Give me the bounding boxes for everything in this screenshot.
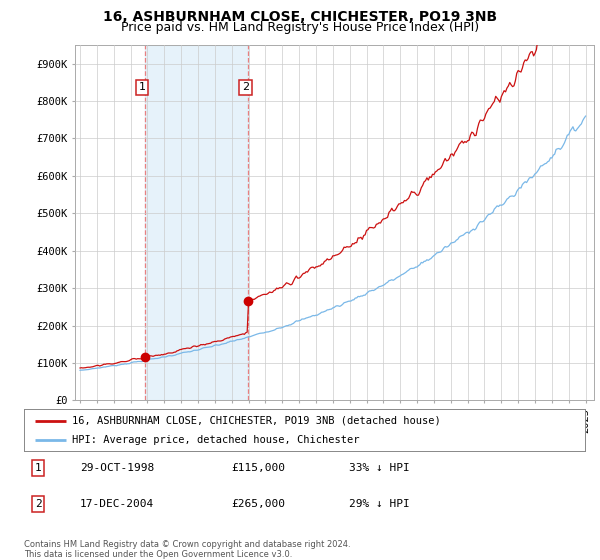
- Text: 33% ↓ HPI: 33% ↓ HPI: [349, 463, 410, 473]
- Text: Price paid vs. HM Land Registry's House Price Index (HPI): Price paid vs. HM Land Registry's House …: [121, 21, 479, 34]
- Text: HPI: Average price, detached house, Chichester: HPI: Average price, detached house, Chic…: [71, 435, 359, 445]
- Bar: [145, 45, 248, 400]
- Text: 1: 1: [35, 463, 41, 473]
- Text: 2: 2: [242, 82, 249, 92]
- Text: 29-OCT-1998: 29-OCT-1998: [80, 463, 154, 473]
- Text: 1: 1: [139, 82, 146, 92]
- Text: 2: 2: [35, 499, 41, 509]
- Text: £115,000: £115,000: [232, 463, 286, 473]
- Text: 16, ASHBURNHAM CLOSE, CHICHESTER, PO19 3NB: 16, ASHBURNHAM CLOSE, CHICHESTER, PO19 3…: [103, 10, 497, 24]
- Text: Contains HM Land Registry data © Crown copyright and database right 2024.
This d: Contains HM Land Registry data © Crown c…: [24, 540, 350, 559]
- Text: 29% ↓ HPI: 29% ↓ HPI: [349, 499, 410, 509]
- Text: 16, ASHBURNHAM CLOSE, CHICHESTER, PO19 3NB (detached house): 16, ASHBURNHAM CLOSE, CHICHESTER, PO19 3…: [71, 416, 440, 426]
- Text: £265,000: £265,000: [232, 499, 286, 509]
- Text: 17-DEC-2004: 17-DEC-2004: [80, 499, 154, 509]
